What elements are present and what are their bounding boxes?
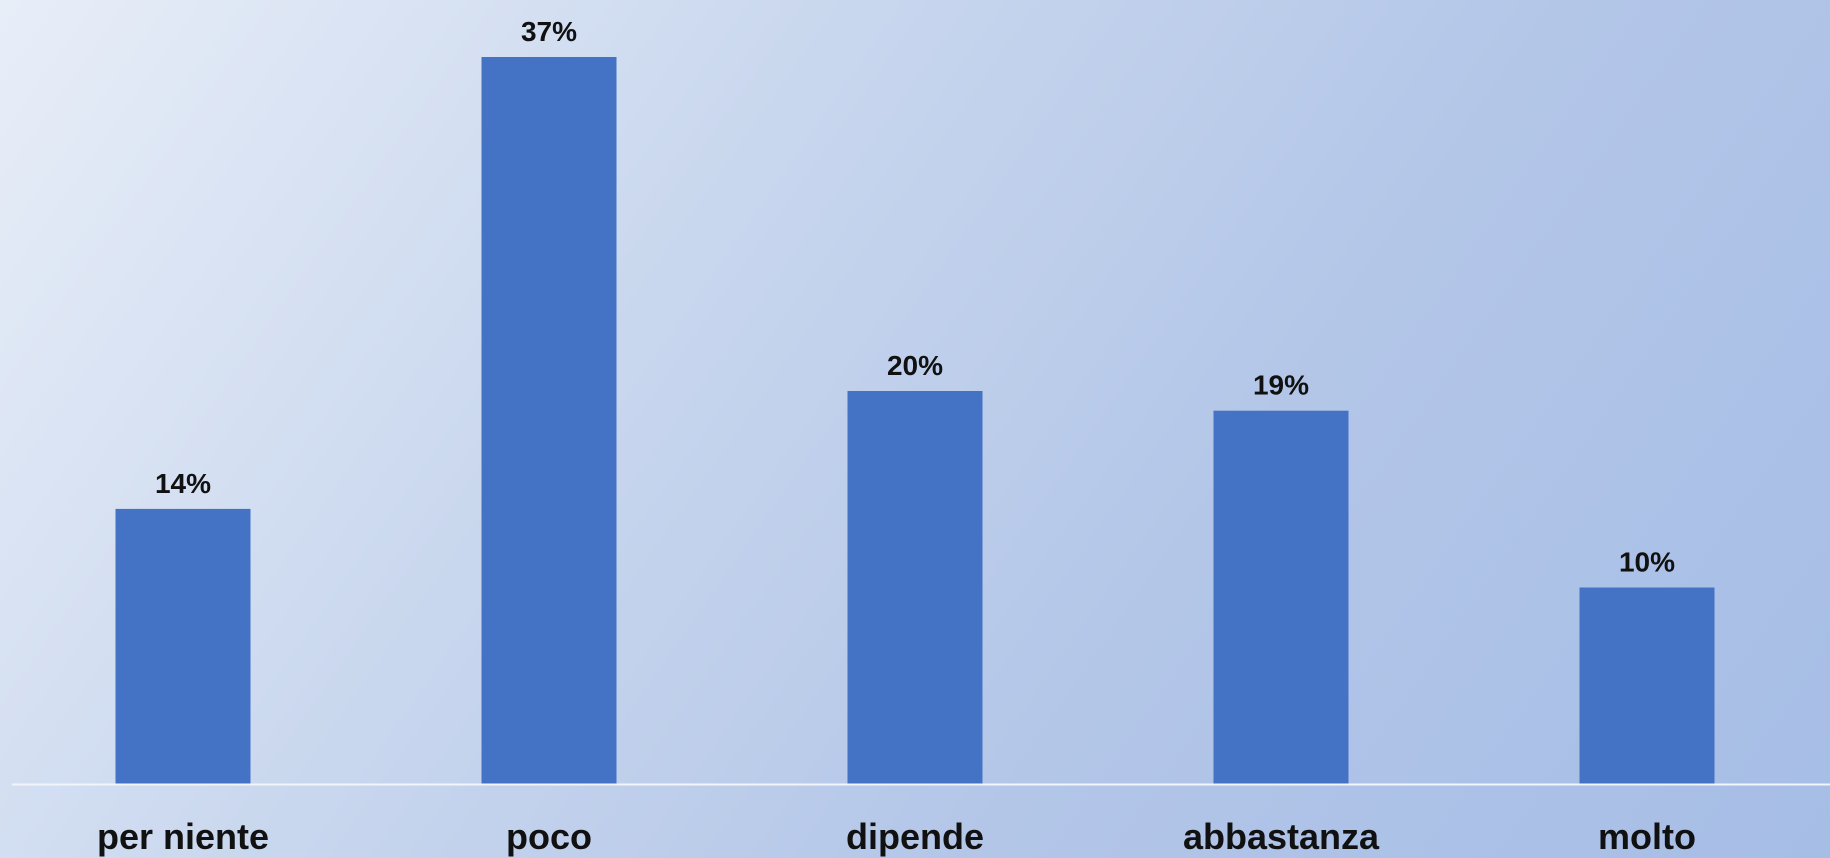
data-label-per-niente: 14% <box>155 468 211 499</box>
category-label-poco: poco <box>506 816 592 857</box>
bar-abbastanza <box>1213 410 1349 784</box>
bar-molto <box>1579 587 1715 784</box>
bar-poco <box>481 57 617 784</box>
bar-dipende <box>847 391 983 784</box>
category-label-per-niente: per niente <box>97 816 269 857</box>
category-label-molto: molto <box>1598 816 1696 857</box>
category-label-dipende: dipende <box>846 816 984 857</box>
data-label-abbastanza: 19% <box>1253 370 1309 401</box>
bar-per-niente <box>115 508 251 784</box>
category-labels-group: per niente poco dipende abbastanza molto <box>97 816 1696 857</box>
data-label-molto: 10% <box>1619 547 1675 578</box>
data-label-dipende: 20% <box>887 350 943 381</box>
category-label-abbastanza: abbastanza <box>1183 816 1380 857</box>
data-label-poco: 37% <box>521 16 577 47</box>
bars-group <box>115 57 1715 784</box>
value-labels-group: 14% 37% 20% 19% 10% <box>155 16 1675 578</box>
